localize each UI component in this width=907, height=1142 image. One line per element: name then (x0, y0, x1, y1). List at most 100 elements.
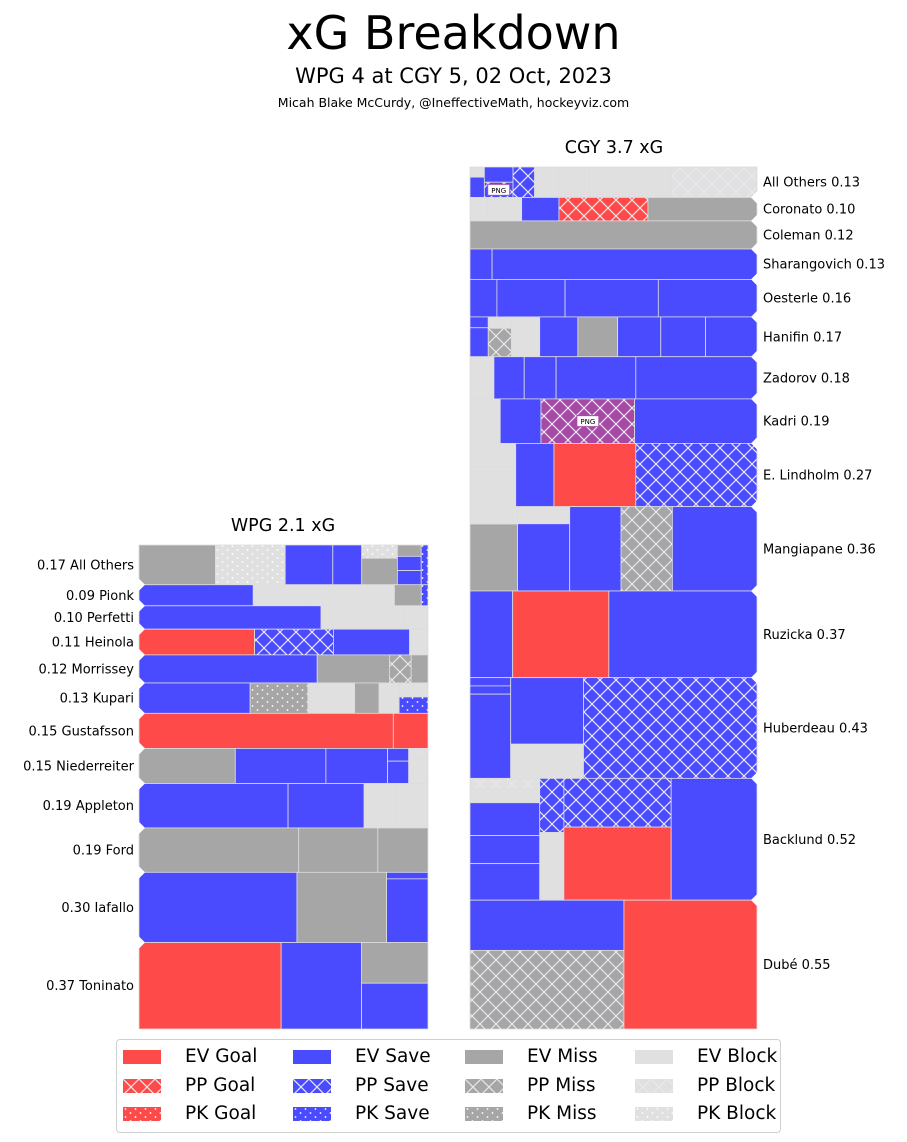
png-badge-label: PNG (491, 187, 506, 195)
shot-ev-save (469, 316, 489, 329)
shot-ev-block (469, 506, 518, 525)
shot-ev-save (617, 316, 662, 358)
legend-swatch (293, 1107, 331, 1121)
row-notch (138, 776, 145, 791)
player-label: E. Lindholm 0.27 (763, 469, 872, 484)
player-label: 0.19 Appleton (43, 799, 134, 814)
shot-ev-block (357, 584, 395, 607)
shot-ev-goal (138, 628, 255, 656)
player-row-zadorov (469, 356, 758, 400)
shot-ev-save (287, 783, 365, 829)
row-notch (751, 190, 758, 205)
row-notch (138, 577, 145, 592)
player-label: Mangiapane 0.36 (763, 542, 876, 557)
shot-ev-block (469, 789, 541, 804)
row-notch (751, 272, 758, 287)
shot-pp-miss (469, 949, 625, 1030)
shot-ev-save (608, 590, 758, 679)
shot-ev-save (469, 685, 512, 695)
player-row-perfetti (138, 605, 429, 630)
shot-ev-save (386, 871, 429, 880)
png-badge-label: PNG (580, 418, 595, 426)
shot-pp-save (539, 777, 565, 833)
row-notch (138, 622, 145, 637)
player-row-ford (138, 827, 429, 873)
legend-label: PK Save (355, 1103, 430, 1124)
shot-ev-save (657, 279, 758, 318)
player-label: Huberdeau 0.43 (763, 722, 868, 737)
player-row-gustafsson (138, 712, 429, 749)
shot-pk-block (215, 544, 286, 586)
shot-ev-save (138, 654, 318, 684)
player-label: Coleman 0.12 (763, 228, 854, 243)
cgy-panel-title: CGY 3.7 xG (564, 138, 664, 158)
shot-ev-save (469, 279, 498, 318)
legend: EV Goal PP Goal PK Goal EV Save PP Save PK Sa… (116, 1039, 781, 1133)
shot-ev-goal (138, 712, 394, 749)
legend-label: EV Save (355, 1046, 431, 1067)
shot-ev-save (469, 693, 512, 779)
shot-ev-block (408, 748, 429, 760)
shot-ev-block (469, 166, 485, 178)
shot-ev-save (491, 248, 758, 280)
shot-pk-save (420, 544, 429, 586)
row-notch (751, 893, 758, 908)
shot-ev-save (521, 197, 560, 222)
legend-label: EV Miss (527, 1046, 598, 1067)
player-row-sharangovich (469, 248, 758, 280)
player-row-morrissey (138, 654, 429, 684)
shot-ev-block (589, 166, 672, 198)
legend-swatch (123, 1107, 161, 1121)
shot-ev-goal (138, 942, 282, 1030)
shot-pp-save (583, 677, 758, 779)
player-row-all-others (138, 544, 429, 586)
shot-ev-save (469, 863, 541, 901)
shot-ev-block (510, 743, 584, 779)
shot-ev-save (634, 398, 758, 444)
game-subtitle: WPG 4 at CGY 5, 02 Oct, 2023 (295, 64, 612, 88)
shot-ev-save (469, 176, 485, 198)
png-badge (487, 183, 511, 196)
shot-ev-miss (469, 220, 758, 250)
shot-ev-miss (316, 654, 390, 684)
shot-ev-block (469, 398, 501, 444)
shot-pk-save (398, 696, 429, 714)
legend-label: PP Miss (527, 1074, 596, 1096)
row-notch (138, 865, 145, 880)
shot-ev-block (534, 166, 559, 198)
shot-ev-save (469, 590, 514, 679)
shot-ev-block (252, 584, 311, 607)
legend-label: EV Block (697, 1046, 778, 1067)
player-label: Zadorov 0.18 (763, 371, 850, 386)
shot-ev-save (387, 748, 410, 762)
player-row-coronato (469, 197, 758, 222)
row-notch (751, 436, 758, 451)
row-notch (138, 706, 145, 721)
shot-ev-save (555, 356, 637, 400)
shot-pp-goal (558, 197, 649, 222)
legend-swatch (465, 1107, 503, 1121)
player-row-dub- (469, 899, 758, 1030)
player-label: Ruzicka 0.37 (763, 628, 846, 643)
shot-ev-block (469, 197, 488, 222)
shot-ev-save (564, 279, 659, 318)
shot-ev-miss (298, 827, 379, 873)
shot-ev-block (469, 356, 495, 400)
row-notch (751, 583, 758, 598)
shot-ev-block (404, 605, 429, 630)
player-label: 0.37 Toninato (46, 979, 134, 994)
legend-swatch (635, 1078, 673, 1093)
legend-label: EV Goal (185, 1046, 258, 1067)
legend-label: PK Goal (185, 1103, 257, 1124)
shot-ev-block (558, 166, 590, 198)
shot-pp-block (469, 777, 541, 790)
shot-ev-save (496, 279, 566, 318)
player-row-all-others: PNG (469, 166, 758, 198)
player-label: Oesterle 0.16 (763, 292, 851, 307)
shot-ev-save (469, 835, 541, 865)
shot-ev-save (138, 682, 251, 714)
shot-ev-save (672, 506, 758, 592)
player-label: Hanifin 0.17 (763, 330, 842, 345)
legend-swatch (293, 1050, 331, 1064)
shot-ev-save (483, 166, 514, 183)
